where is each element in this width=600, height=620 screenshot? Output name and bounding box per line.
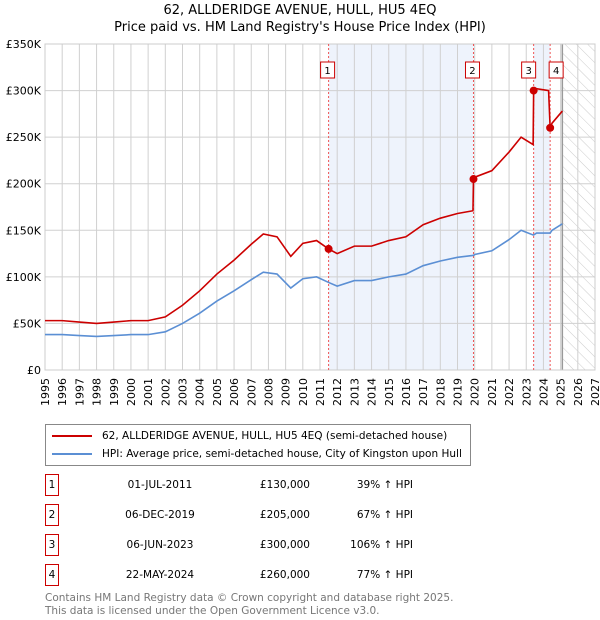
x-tick-label: 2016 xyxy=(400,378,413,406)
hpi-line xyxy=(45,223,563,338)
sale-row: 1 01-JUL-2011 £130,000 39% ↑ HPI xyxy=(45,474,445,496)
x-tick-label: 2011 xyxy=(314,378,327,406)
price-chart: 1995 1996 1997 1998 1999 2000 2001 2002 2003 2004… xyxy=(6,38,600,406)
x-tick-label: 2004 xyxy=(194,378,207,406)
x-tick-label: 2013 xyxy=(348,378,361,406)
x-tick-label: 2018 xyxy=(434,378,447,406)
sale-hpi: 67% ↑ HPI xyxy=(356,509,413,521)
sale-point xyxy=(469,175,478,184)
y-tick-label: £350K xyxy=(6,38,42,51)
sale-row: 3 06-JUN-2023 £300,000 106% ↑ HPI xyxy=(45,534,445,556)
x-tick-label: 2015 xyxy=(383,378,396,406)
sale-price: £130,000 xyxy=(259,479,310,491)
x-tick-label: 2005 xyxy=(211,378,224,406)
sale-price: £300,000 xyxy=(259,539,310,551)
legend-label: HPI: Average price, semi-detached house,… xyxy=(102,448,462,460)
sale-marker-label: 4 xyxy=(553,66,559,77)
sale-marker-badge: 3 xyxy=(45,534,59,556)
sale-hpi: 39% ↑ HPI xyxy=(356,479,413,491)
x-tick-label: 1998 xyxy=(91,378,104,406)
sale-hpi: 77% ↑ HPI xyxy=(356,569,413,581)
legend-item-hpi: HPI: Average price, semi-detached house,… xyxy=(52,446,462,462)
sale-marker-box xyxy=(320,61,336,79)
legend-label: 62, ALLDERIDGE AVENUE, HULL, HU5 4EQ (se… xyxy=(102,430,448,442)
sale-marker-badge: 2 xyxy=(45,504,59,526)
x-tick-label: 1996 xyxy=(56,378,69,406)
future-hatch xyxy=(562,44,595,370)
y-tick-label: £0 xyxy=(27,364,41,377)
sale-row: 4 22-MAY-2024 £260,000 77% ↑ HPI xyxy=(45,564,445,586)
x-tick-label: 2020 xyxy=(469,378,482,406)
sale-row: 2 06-DEC-2019 £205,000 67% ↑ HPI xyxy=(45,504,445,526)
x-tick-label: 1997 xyxy=(73,378,86,406)
property-price-line xyxy=(45,87,563,325)
y-tick-label: £150K xyxy=(6,224,42,237)
sale-marker-label: 3 xyxy=(525,66,531,77)
x-tick-label: 2024 xyxy=(537,378,550,406)
sale-marker-box xyxy=(464,61,480,79)
y-tick-label: £50K xyxy=(13,317,42,330)
sale-date: 06-JUN-2023 xyxy=(126,539,194,551)
chart-subtitle: Price paid vs. HM Land Registry's House … xyxy=(114,20,486,35)
sale-point xyxy=(546,123,555,132)
x-tick-label: 1995 xyxy=(39,378,52,406)
x-tick-label: 2002 xyxy=(159,378,172,406)
x-tick-label: 2019 xyxy=(452,378,465,406)
footer-copyright: Contains HM Land Registry data © Crown c… xyxy=(45,592,454,604)
x-tick-label: 2006 xyxy=(228,378,241,406)
x-tick-label: 2001 xyxy=(142,378,155,406)
x-tick-label: 2007 xyxy=(245,378,258,406)
y-tick-label: £200K xyxy=(6,178,42,191)
sale-point xyxy=(324,244,333,253)
x-tick-label: 2025 xyxy=(555,378,568,406)
sale-marker-box xyxy=(548,61,564,79)
plot-frame xyxy=(44,43,596,371)
sale-date: 06-DEC-2019 xyxy=(125,509,195,521)
legend: 62, ALLDERIDGE AVENUE, HULL, HU5 4EQ (se… xyxy=(45,424,471,466)
legend-item-property: 62, ALLDERIDGE AVENUE, HULL, HU5 4EQ (se… xyxy=(52,428,447,444)
x-tick-label: 2012 xyxy=(331,378,344,406)
sale-hpi: 106% ↑ HPI xyxy=(350,539,413,551)
shaded-period xyxy=(533,44,551,370)
x-tick-label: 2023 xyxy=(520,378,533,406)
x-tick-label: 2008 xyxy=(262,378,275,406)
y-tick-label: £300K xyxy=(6,85,42,98)
x-tick-label: 2021 xyxy=(486,378,499,406)
sale-marker-box xyxy=(521,61,537,79)
footer-licence: This data is licensed under the Open Gov… xyxy=(45,605,380,617)
sale-marker-badge: 1 xyxy=(45,474,59,496)
x-tick-label: 2017 xyxy=(417,378,430,406)
x-tick-label: 2010 xyxy=(297,378,310,406)
sale-point xyxy=(529,86,538,95)
x-tick-label: 1999 xyxy=(108,378,121,406)
x-tick-label: 2003 xyxy=(177,378,190,406)
sale-price: £260,000 xyxy=(259,569,310,581)
sale-marker-label: 2 xyxy=(469,66,475,77)
sale-marker-label: 1 xyxy=(324,66,330,77)
x-tick-label: 2009 xyxy=(280,378,293,406)
y-tick-label: £250K xyxy=(6,131,42,144)
sale-marker-badge: 4 xyxy=(45,564,59,586)
sale-price: £205,000 xyxy=(259,509,310,521)
chart-title: 62, ALLDERIDGE AVENUE, HULL, HU5 4EQ xyxy=(163,3,437,18)
shaded-period xyxy=(328,44,474,370)
x-tick-label: 2014 xyxy=(366,378,379,406)
x-tick-label: 2022 xyxy=(503,378,516,406)
x-tick-label: 2026 xyxy=(572,378,585,406)
x-tick-label: 2027 xyxy=(589,378,600,406)
sale-date: 22-MAY-2024 xyxy=(125,569,195,581)
x-tick-label: 2000 xyxy=(125,378,138,406)
y-tick-label: £100K xyxy=(6,271,42,284)
sale-date: 01-JUL-2011 xyxy=(127,479,193,491)
